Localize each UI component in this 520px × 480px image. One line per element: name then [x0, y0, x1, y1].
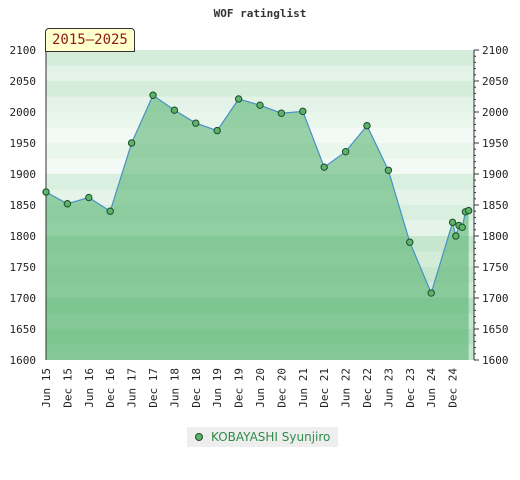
rating-point[interactable] [42, 188, 50, 196]
rating-point[interactable] [464, 206, 473, 215]
y-tick-label-right: 1950 [482, 137, 509, 150]
rating-points [42, 91, 473, 297]
background-band [46, 50, 474, 66]
y-tick-label-left: 2100 [10, 44, 37, 57]
y-tick-label-left: 1750 [10, 261, 37, 274]
y-tick-label-right: 2050 [482, 75, 509, 88]
y-tick-label-left: 1800 [10, 230, 37, 243]
rating-point[interactable] [458, 223, 466, 232]
rating-point[interactable] [106, 207, 114, 215]
y-tick-label-left: 2000 [10, 106, 37, 119]
rating-point[interactable] [320, 163, 328, 171]
y-axis-left: 1600 1650 1700 1750 1800 1850 1900 1950 2000 2050… [10, 44, 37, 367]
x-tick-label: Dec 16 [104, 368, 117, 408]
x-tick-label: Dec 20 [275, 368, 288, 408]
x-tick-label: Dec 23 [404, 368, 417, 408]
rating-point[interactable] [170, 106, 179, 114]
x-tick-label: Dec 17 [147, 368, 160, 408]
x-tick-label: Jun 20 [254, 368, 267, 408]
rating-point[interactable] [149, 91, 157, 99]
rating-point[interactable] [299, 107, 307, 116]
y-axis-right: 1600 1650 1700 1750 1800 1850 1900 1950 2000 2050… [474, 44, 509, 367]
rating-point[interactable] [256, 101, 264, 109]
y-tick-label-right: 1800 [482, 230, 509, 243]
x-tick-label: Jun 24 [425, 368, 438, 408]
y-tick-label-left: 1650 [10, 323, 37, 336]
y-tick-label-left: 1950 [10, 137, 37, 150]
background-band [46, 65, 474, 81]
x-tick-label: Jun 16 [83, 368, 96, 408]
y-tick-label-right: 1850 [482, 199, 509, 212]
rating-point[interactable] [448, 218, 457, 227]
rating-point[interactable] [127, 139, 136, 147]
x-tick-label: Jun 18 [168, 368, 181, 408]
x-tick-label: Jun 15 [40, 368, 53, 408]
y-tick-label-right: 1750 [482, 261, 509, 274]
y-tick-label-right: 1650 [482, 323, 509, 336]
x-tick-label: Jun 17 [126, 368, 139, 408]
y-tick-label-right: 1700 [482, 292, 509, 305]
x-tick-label: Dec 15 [61, 368, 74, 408]
rating-point[interactable] [384, 166, 393, 174]
x-tick-label: Jun 23 [382, 368, 395, 408]
legend[interactable]: KOBAYASHI Syunjiro [187, 427, 339, 447]
background-band [46, 81, 474, 97]
period-label: 2015–2025 [45, 28, 135, 52]
y-tick-label-left: 2050 [10, 75, 37, 88]
x-tick-label: Dec 24 [447, 368, 460, 408]
y-tick-label-right: 2000 [482, 106, 509, 119]
x-tick-label: Dec 18 [190, 368, 203, 408]
x-tick-label: Dec 19 [233, 368, 246, 408]
legend-marker-icon [195, 433, 203, 441]
x-axis: Jun 15 Dec 15 Jun 16 Dec 16 Jun 17 Dec 17 Jun … [40, 368, 460, 408]
y-tick-label-right: 1900 [482, 168, 509, 181]
rating-point[interactable] [363, 121, 371, 130]
legend-series-name: KOBAYASHI Syunjiro [211, 430, 331, 444]
rating-point[interactable] [341, 147, 350, 156]
x-tick-label: Dec 21 [318, 368, 331, 408]
rating-point[interactable] [234, 95, 243, 103]
y-tick-label-left: 1600 [10, 354, 37, 367]
chart-title: WOF ratinglist [214, 7, 307, 20]
rating-point[interactable] [63, 200, 72, 208]
x-tick-label: Jun 22 [340, 368, 353, 408]
y-tick-label-left: 1850 [10, 199, 37, 212]
y-tick-label-right: 1600 [482, 354, 509, 367]
y-tick-label-left: 1700 [10, 292, 37, 305]
rating-point[interactable] [452, 232, 460, 240]
y-tick-label-left: 1900 [10, 168, 37, 181]
rating-point[interactable] [427, 289, 435, 297]
x-tick-label: Jun 19 [211, 368, 224, 408]
y-tick-label-right: 2100 [482, 44, 509, 57]
rating-point[interactable] [277, 109, 286, 117]
rating-point[interactable] [85, 193, 93, 202]
x-tick-label: Dec 22 [361, 368, 374, 408]
rating-point[interactable] [192, 119, 200, 127]
x-tick-label: Jun 21 [297, 368, 310, 408]
rating-point[interactable] [406, 238, 414, 246]
rating-point[interactable] [213, 126, 221, 135]
rating-area-fill [46, 95, 469, 360]
